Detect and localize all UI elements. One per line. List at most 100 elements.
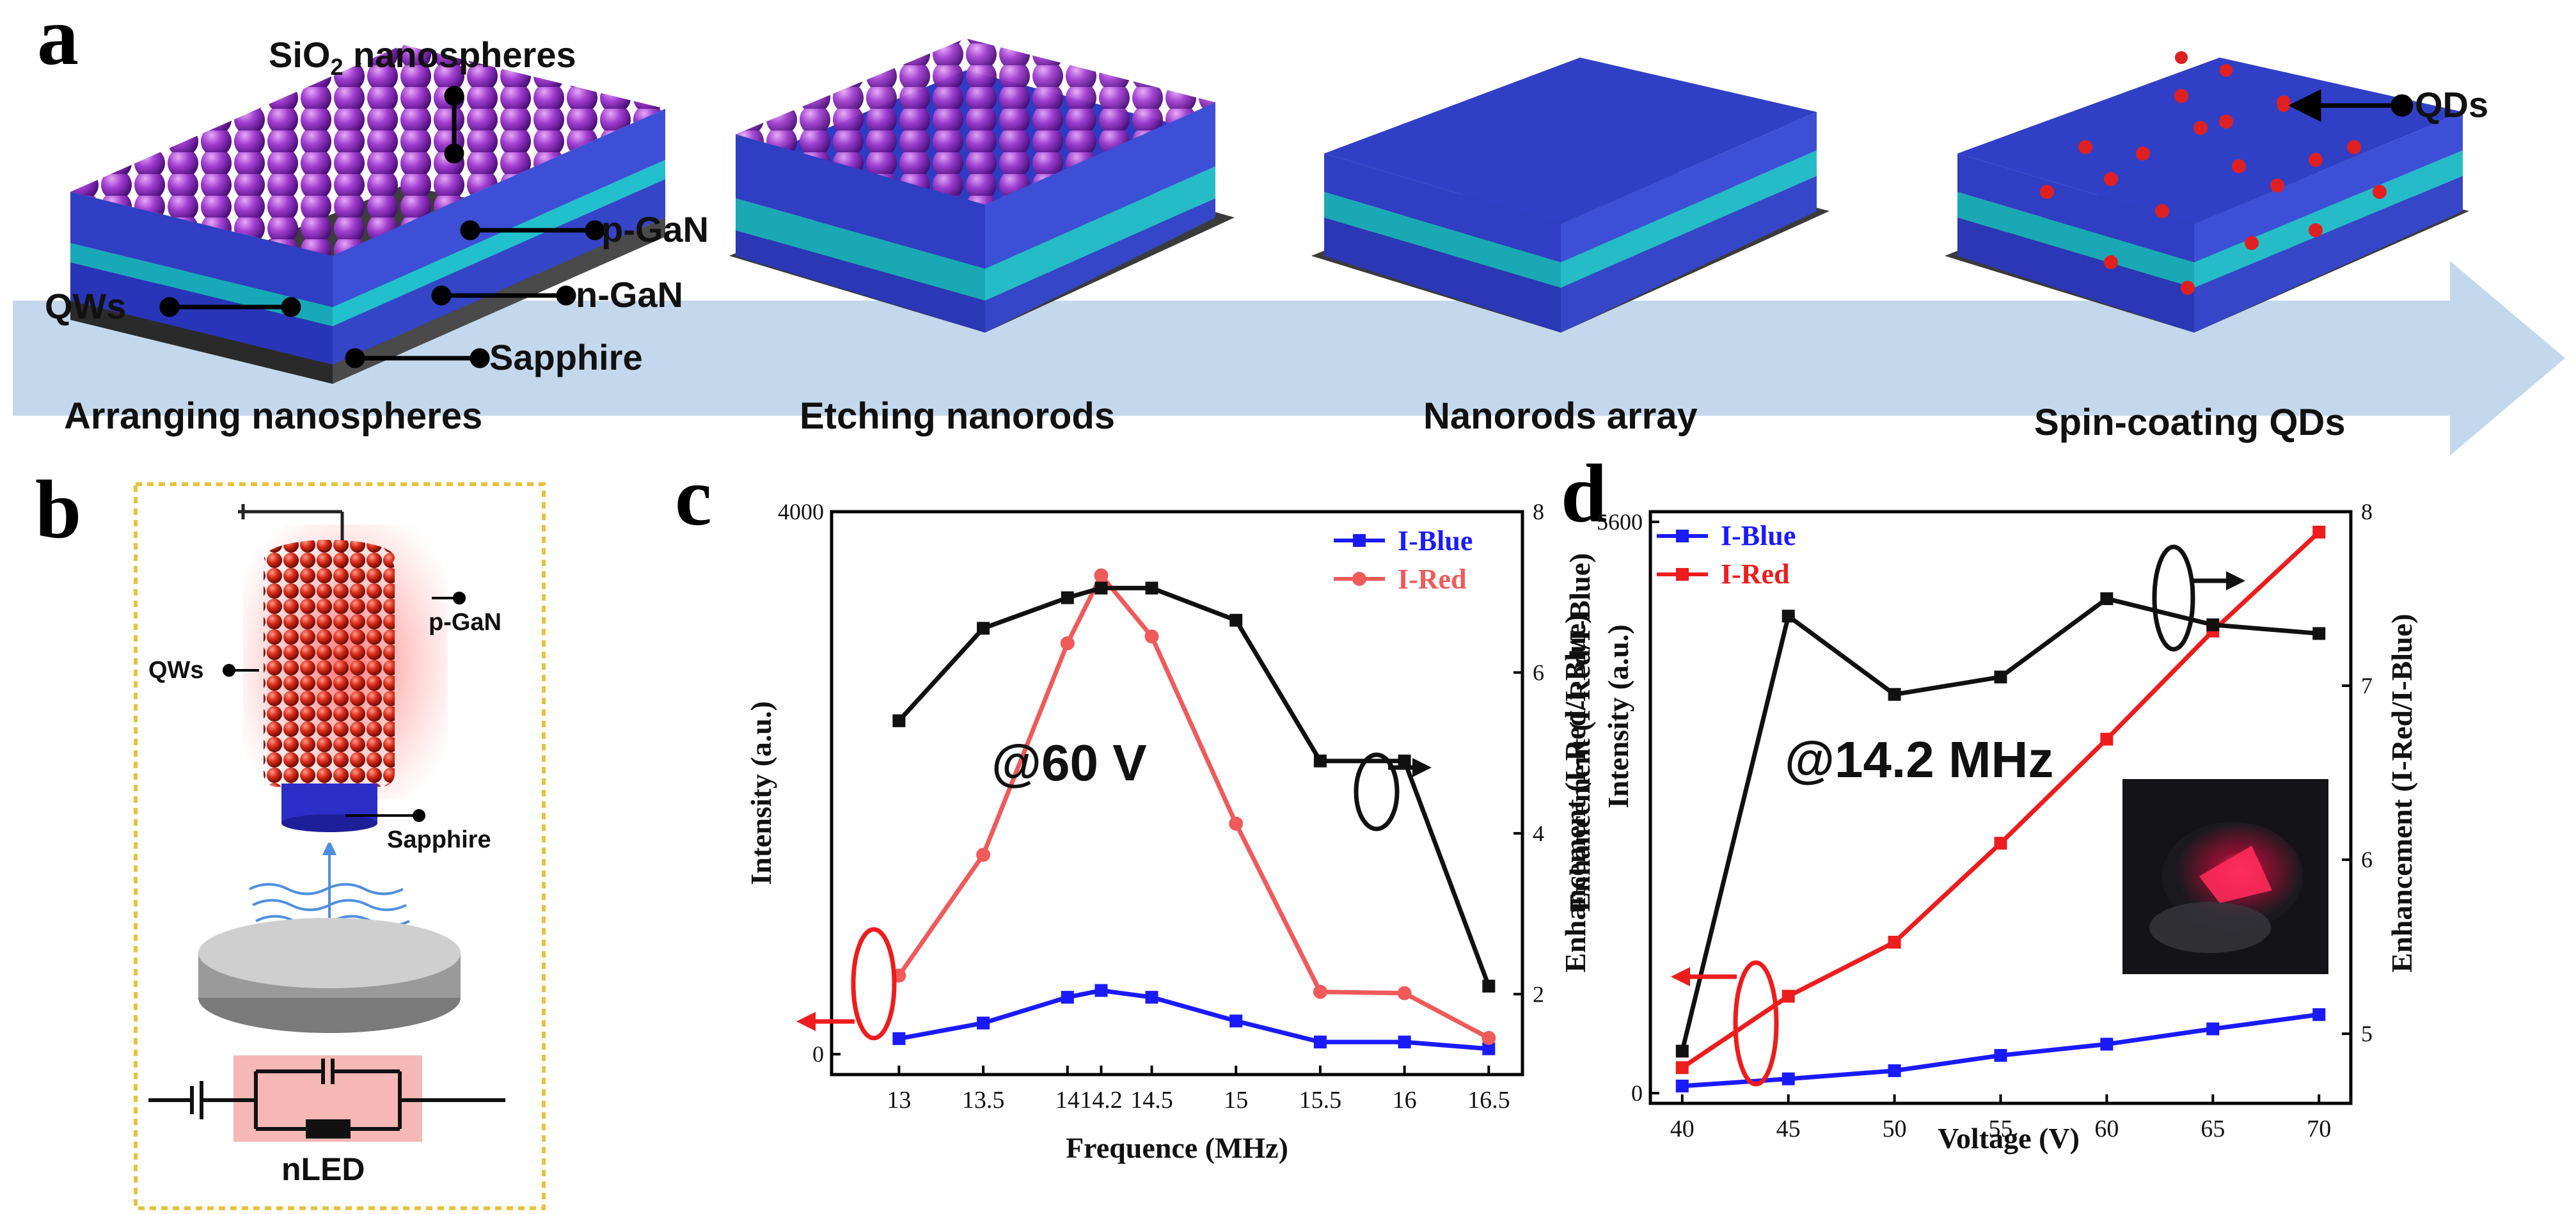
data-point	[1675, 1061, 1689, 1075]
data-point	[977, 1016, 990, 1030]
sapphire-label-b: Sapphire	[387, 826, 491, 853]
series-line	[897, 571, 1490, 1040]
axes-c: 13 13.5 14 14.2 14.5 15 15.5 16 16.5 0 4000 2 4 6 8	[778, 499, 1544, 1114]
legend-c: I-Blue I-Red	[1334, 525, 1473, 595]
x-tick-label: 65	[2201, 1115, 2225, 1142]
transducer-disk	[198, 918, 461, 1033]
x-tick-label: 16.5	[1467, 1087, 1510, 1114]
y-axis-title: Intensity (a.u.)	[1602, 624, 1634, 808]
data-point	[1144, 629, 1159, 644]
y-tick-label: 5600	[1597, 509, 1643, 535]
step-label: Arranging nanospheres	[64, 395, 482, 437]
data-point	[976, 847, 991, 862]
x-tick-label: 14	[1055, 1087, 1080, 1114]
y-right-axis-title: Enhancement (I-Red/I-Blue)	[2385, 614, 2418, 973]
data-point	[1229, 1014, 1243, 1028]
step-label: Spin-coating QDs	[2034, 402, 2346, 443]
data-point	[1482, 979, 1496, 993]
x-tick-label: 45	[1776, 1115, 1801, 1142]
x-axis-title: Voltage (V)	[1938, 1122, 2080, 1155]
panel-b-letter: b	[35, 464, 81, 556]
data-point	[2100, 732, 2114, 746]
y-left-axis-title-2: Enhancement (I-Red/I-Blue)	[1563, 553, 1596, 912]
data-point	[1782, 1072, 1795, 1085]
data-point	[2100, 592, 2114, 606]
panel-c-letter: c	[675, 451, 712, 543]
data-point	[1398, 1036, 1411, 1049]
stage-3-nanorods	[1311, 58, 1829, 333]
x-tick-label: 55	[1989, 1115, 2013, 1142]
data-point	[1482, 1042, 1496, 1055]
x-axis-title: Frequence (MHz)	[1066, 1131, 1288, 1164]
nled-label: nLED	[281, 1151, 365, 1187]
data-point	[2312, 525, 2326, 539]
data-point	[1782, 610, 1795, 623]
y-right-tick-label: 8	[1533, 499, 1544, 524]
data-point	[1145, 581, 1158, 595]
legend-label: I-Blue	[1398, 525, 1473, 556]
qds-label: QDs	[2415, 84, 2488, 125]
nanorod-red	[264, 556, 395, 787]
data-point	[2206, 1022, 2220, 1036]
legend-label: I-Red	[1398, 564, 1467, 595]
data-point	[1888, 1064, 1901, 1077]
x-tick-label: 40	[1670, 1115, 1695, 1142]
data-point	[1888, 688, 1901, 701]
x-tick-label: 13.5	[962, 1087, 1005, 1114]
y-tick-label: 4000	[778, 499, 824, 524]
legend-label: I-Blue	[1721, 520, 1796, 551]
data-point	[2206, 618, 2220, 631]
data-point	[1397, 986, 1412, 1000]
axis-indicators-c	[796, 752, 1432, 1041]
stage-2-etching	[729, 38, 1235, 333]
x-tick-label: 70	[2307, 1115, 2331, 1142]
p-gan-label: p-GaN	[601, 209, 709, 249]
y-axis-title: Intensity (a.u.)	[745, 701, 777, 885]
chart-annotation: @60 V	[992, 734, 1147, 791]
y-right-tick-label: 7	[2361, 673, 2373, 698]
n-gan-label: n-GaN	[576, 274, 683, 315]
qws-label-b: QWs	[148, 657, 204, 684]
data-point	[1313, 754, 1327, 768]
x-tick-label: 60	[2094, 1115, 2119, 1142]
axis-indicators-d	[1671, 544, 2245, 1087]
x-tick-label: 13	[887, 1087, 911, 1114]
data-point	[1994, 837, 2007, 850]
process-arrow	[13, 261, 2565, 455]
panel-b: b p-GaN QWs Sapphire	[35, 464, 546, 1210]
data-point	[2100, 1037, 2114, 1051]
marks-c	[892, 568, 1496, 1055]
plot-frame-c	[830, 510, 1524, 1076]
data-point	[1994, 1049, 2007, 1062]
y-tick-label: 0	[1631, 1080, 1643, 1106]
data-point	[1313, 1036, 1327, 1049]
panel-a-callouts	[159, 86, 2414, 368]
panel-a-letter: a	[37, 0, 79, 83]
sapphire-base-bottom	[281, 814, 377, 832]
data-point	[1094, 984, 1108, 997]
qd-dots	[2040, 89, 2387, 295]
data-point	[1061, 991, 1074, 1004]
data-point	[1060, 636, 1075, 650]
inset-photo	[2122, 779, 2328, 974]
y-right-tick-label: 6	[2361, 847, 2373, 872]
sio2-nanospheres-label: SiO2 nanospheres	[269, 35, 576, 80]
stage-4-qds	[1945, 51, 2469, 333]
y-tick-label: 0	[812, 1041, 824, 1067]
y-right-tick-label: 8	[2361, 499, 2373, 524]
data-point	[1675, 1079, 1689, 1092]
sapphire-label: Sapphire	[489, 337, 643, 377]
panel-b-frame	[134, 482, 546, 1210]
data-point	[1482, 1030, 1496, 1045]
data-point	[1994, 670, 2007, 684]
data-point	[1888, 936, 1901, 949]
panel-d: d 40 45 50 55 60 65 70 0 5600 5 6 7 8 Voltage (V) In…	[1561, 448, 2418, 1155]
step-label: Etching nanorods	[800, 395, 1115, 437]
qd-dot-float	[2220, 64, 2232, 77]
data-point	[1094, 581, 1108, 595]
data-point	[1782, 989, 1795, 1003]
y-right-axis-title: Enhancement (I-Red/I-Blue)	[1559, 614, 1592, 973]
panel-a: a	[13, 0, 2565, 455]
data-point	[1313, 984, 1327, 999]
